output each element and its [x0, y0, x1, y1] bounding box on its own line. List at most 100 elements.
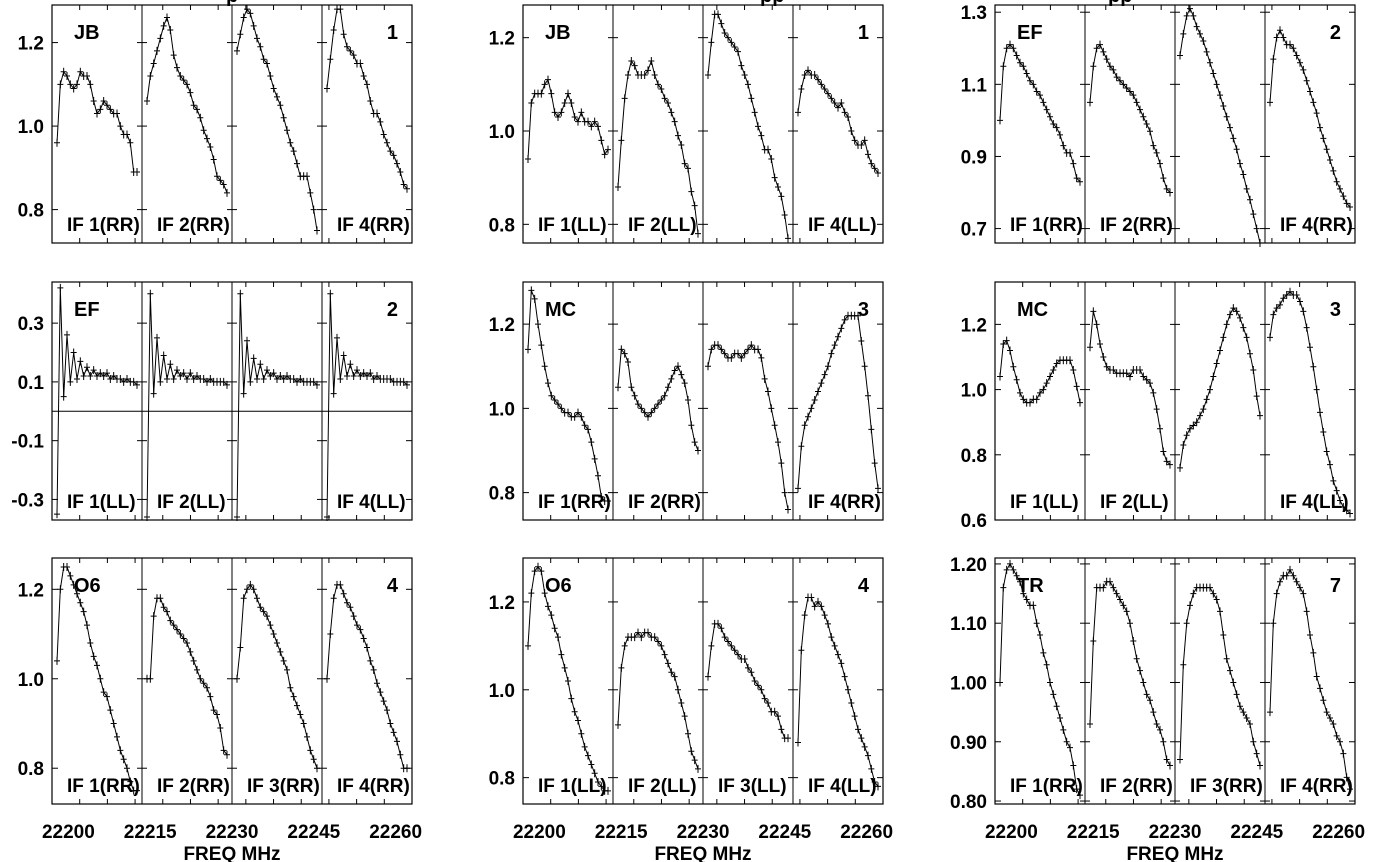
data-point: [778, 192, 785, 201]
antenna-label: JB: [74, 22, 100, 44]
data-point: [648, 57, 655, 65]
plot-number-label: 1: [858, 22, 869, 44]
data-point: [845, 685, 851, 694]
data-point: [1313, 385, 1320, 394]
y-tick-label: 1.3: [961, 3, 987, 24]
data-point: [1030, 80, 1037, 89]
data-point: [618, 663, 625, 672]
x-tick-label: 22260: [369, 822, 422, 843]
data-point: [97, 105, 104, 114]
data-point: [1140, 678, 1147, 687]
data-point: [1033, 619, 1040, 628]
data-point: [1273, 304, 1280, 313]
data-point: [708, 641, 715, 650]
data-point: [1067, 743, 1073, 752]
data-point: [1250, 210, 1257, 219]
data-point: [67, 571, 74, 580]
plot-number-label: 4: [858, 575, 870, 597]
data-point: [1233, 145, 1240, 154]
header-fragment-left: p: [226, 0, 238, 7]
data-point: [1003, 565, 1010, 574]
y-tick-label: 0.8: [489, 215, 515, 236]
data-point: [771, 421, 778, 430]
data-point: [94, 109, 100, 118]
data-point: [290, 374, 297, 383]
data-point: [297, 374, 304, 383]
data-point: [207, 142, 214, 151]
data-point: [1213, 359, 1220, 368]
data-point: [758, 131, 765, 140]
data-point: [327, 630, 334, 639]
data-point: [871, 778, 878, 787]
data-point: [541, 362, 548, 371]
data-point: [1243, 184, 1250, 193]
data-point: [845, 113, 851, 121]
data-point: [1320, 427, 1327, 436]
data-point: [1240, 170, 1247, 179]
data-point: [1180, 441, 1187, 450]
data-point: [605, 497, 611, 506]
if-label: IF 3(RR): [1190, 776, 1263, 797]
data-point: [718, 19, 725, 28]
data-point: [80, 607, 87, 616]
data-point: [828, 94, 835, 103]
data-point: [805, 66, 811, 75]
data-point: [1123, 369, 1130, 378]
data-point: [868, 159, 875, 168]
data-point: [715, 619, 721, 628]
data-point: [250, 354, 257, 363]
if-label: IF 2(RR): [628, 492, 701, 513]
data-point: [781, 211, 788, 219]
series-line-if2: [1089, 311, 1171, 465]
data-point: [294, 701, 300, 710]
data-point: [1187, 424, 1193, 433]
data-point: [1277, 26, 1283, 35]
data-point: [1347, 509, 1353, 518]
data-point: [875, 169, 881, 177]
data-point: [374, 109, 380, 118]
data-point: [675, 685, 681, 694]
data-point: [360, 71, 367, 80]
data-point: [561, 99, 568, 107]
data-point: [147, 289, 154, 298]
data-point: [1057, 714, 1063, 723]
data-point: [1230, 678, 1237, 687]
data-point: [1053, 359, 1060, 368]
data-point: [354, 366, 360, 375]
y-tick-label: 0.3: [18, 314, 44, 335]
x-tick-label: 22215: [124, 822, 177, 843]
data-point: [1003, 336, 1010, 345]
data-point: [1310, 98, 1317, 107]
data-point: [337, 5, 344, 14]
data-point: [117, 374, 124, 383]
data-point: [1177, 755, 1183, 764]
x-tick-label: 22200: [985, 822, 1038, 843]
x-tick-label: 22245: [758, 822, 811, 843]
data-point: [157, 34, 164, 43]
if-label: IF 2(RR): [1100, 776, 1173, 797]
data-point: [1317, 684, 1323, 693]
data-point: [1323, 145, 1330, 154]
data-point: [267, 621, 274, 630]
data-point: [1317, 408, 1323, 417]
data-point: [240, 389, 247, 398]
data-point: [347, 46, 354, 55]
data-point: [705, 362, 711, 371]
data-point: [1250, 366, 1257, 375]
data-point: [1030, 601, 1037, 610]
data-point: [718, 345, 725, 354]
data-point: [1337, 496, 1343, 505]
data-point: [1267, 98, 1273, 107]
data-point: [177, 372, 184, 381]
data-point: [1213, 80, 1220, 89]
data-point: [224, 380, 230, 389]
data-point: [1180, 29, 1187, 38]
data-point: [1177, 51, 1183, 60]
data-point: [54, 510, 60, 519]
data-point: [1190, 11, 1197, 20]
data-point: [848, 127, 855, 135]
data-point: [1240, 323, 1247, 332]
data-point: [387, 374, 394, 383]
data-point: [1130, 636, 1137, 645]
data-point: [618, 345, 625, 354]
